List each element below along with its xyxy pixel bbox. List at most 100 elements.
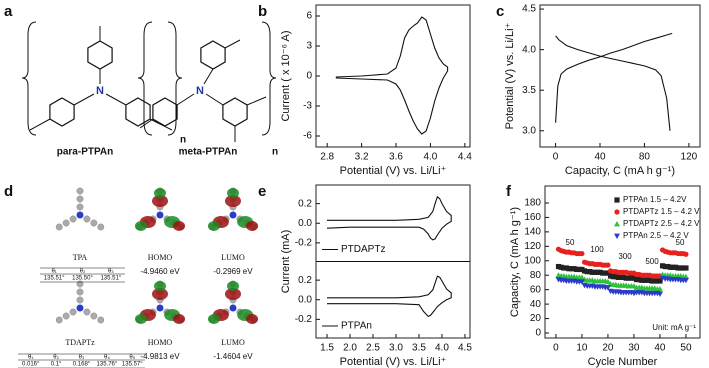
- orbital-lobe: [246, 221, 259, 231]
- orbital-lobe: [134, 221, 147, 231]
- atom: [90, 312, 98, 320]
- orbital-name: HOMO: [148, 338, 173, 347]
- legend-label: PTDAPTz 1.5 – 4.2 V: [623, 207, 700, 216]
- table-header: θ₂: [80, 269, 86, 275]
- orbital-lobe: [225, 195, 241, 207]
- atom: [83, 308, 91, 316]
- orbital-lobe: [173, 221, 186, 231]
- x-axis-label: Potential (V) vs. Li/Li⁺: [340, 356, 447, 368]
- atom: [76, 304, 84, 312]
- point: [581, 268, 588, 274]
- atom: [76, 296, 84, 304]
- benzene-ring: [49, 97, 75, 127]
- atom: [55, 316, 63, 324]
- point: [584, 269, 590, 275]
- point: [578, 274, 585, 280]
- point: [675, 265, 681, 271]
- benzene-ring: [222, 97, 248, 127]
- x-tick-label: 4.0: [435, 343, 449, 354]
- point: [644, 277, 650, 283]
- point: [641, 277, 647, 283]
- y-tick-label: 80: [530, 270, 542, 281]
- point: [555, 263, 562, 270]
- point: [607, 273, 614, 279]
- point: [665, 263, 671, 270]
- point: [646, 277, 653, 283]
- panel-label: f: [506, 183, 512, 200]
- x-axis-label: Potential (V) vs. Li/Li⁺: [340, 165, 447, 177]
- rate-label: 500: [645, 257, 659, 266]
- x-axis-label: Capacity, C (mA h g⁻¹): [565, 165, 675, 177]
- molecule-name: TPA: [73, 253, 88, 262]
- atom: [69, 308, 77, 316]
- y-tick-label: 0: [306, 71, 312, 82]
- atom: [62, 219, 70, 227]
- line-series: [555, 32, 673, 123]
- benzene-ring: [152, 97, 178, 127]
- repeat-label: n: [272, 147, 278, 158]
- orbital-lobe: [225, 288, 241, 300]
- orbital-lobe: [246, 314, 259, 324]
- y-tick-label: 0.0: [298, 294, 312, 305]
- benzene-ring: [87, 40, 113, 70]
- table-header: θ₁: [28, 355, 33, 361]
- x-tick-label: 2.8: [320, 152, 334, 163]
- atom: [229, 304, 237, 312]
- x-tick-label: 4.4: [458, 152, 472, 163]
- y-tick-label: 4.0: [522, 44, 536, 55]
- structure-name: para-PTPAn: [57, 147, 114, 158]
- line-series: [326, 195, 452, 241]
- atom: [90, 219, 98, 227]
- point: [610, 274, 616, 280]
- panel-d-art: [55, 187, 259, 324]
- x-tick-label: 80: [639, 152, 651, 163]
- x-tick-label: 20: [602, 343, 614, 354]
- legend-label: PTDAPTz: [341, 244, 385, 255]
- x-axis-label: Cycle Number: [588, 356, 658, 368]
- atom: [76, 195, 84, 203]
- point: [667, 264, 673, 270]
- line-series: [555, 35, 671, 131]
- point: [659, 263, 666, 269]
- table-header: θ₂: [53, 355, 59, 361]
- point: [649, 278, 655, 284]
- y-tick-label: 140: [524, 227, 541, 238]
- point: [605, 270, 611, 276]
- table-header: θ₅: [129, 355, 135, 361]
- repeat-label: n: [180, 135, 186, 146]
- y-tick-label: 0.2: [298, 275, 312, 286]
- point: [639, 277, 645, 283]
- orbital-energy: -1.4604 eV: [213, 352, 253, 361]
- orbital-name: LUMO: [221, 338, 245, 347]
- plot-frame: [544, 185, 701, 339]
- legend-label: PTPAn: [341, 321, 372, 332]
- point: [620, 274, 627, 280]
- orbital-lobe: [173, 314, 186, 324]
- point: [576, 266, 582, 273]
- y-axis-label: Potential (V) vs. Li/Li⁺: [504, 22, 516, 129]
- x-tick-label: 2.0: [343, 343, 357, 354]
- point: [628, 275, 634, 281]
- bonds: [29, 26, 173, 131]
- point: [618, 274, 624, 280]
- y-tick-label: 60: [530, 284, 542, 295]
- x-tick-label: 40: [654, 343, 666, 354]
- y-tick-label: 0.0: [298, 218, 312, 229]
- y-axis-label: Current ( x 10⁻⁶ A): [280, 30, 292, 121]
- y-axis-label: Current (mA): [280, 230, 292, 294]
- panel-label: b: [258, 3, 267, 20]
- atom: [55, 223, 63, 231]
- legend-label: PTDAPTz 2.5 – 4.2 V: [623, 219, 700, 228]
- point: [587, 269, 593, 275]
- x-tick-label: 3.0: [389, 343, 403, 354]
- table-header: θ₄: [104, 355, 110, 361]
- point: [682, 273, 689, 280]
- y-tick-label: 120: [524, 241, 541, 252]
- point: [578, 279, 585, 285]
- rate-label: 300: [618, 252, 632, 261]
- orbital-lobe: [227, 281, 239, 291]
- point: [662, 263, 668, 270]
- point: [566, 266, 572, 272]
- atom: [76, 280, 84, 288]
